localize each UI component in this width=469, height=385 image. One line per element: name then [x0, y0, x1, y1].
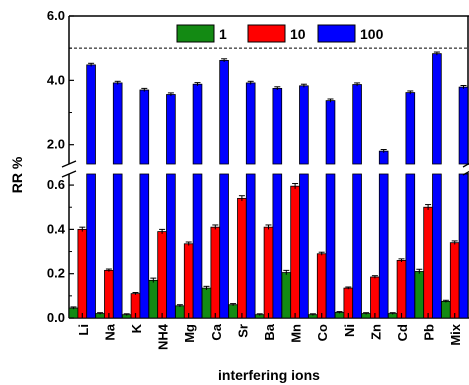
bar-10-Zn — [370, 276, 380, 319]
bar-10-Pb — [423, 206, 433, 319]
bar-100-Na — [112, 82, 123, 165]
x-tick-label-Pb: Pb — [422, 324, 437, 341]
bar-10-Ca — [210, 226, 221, 319]
x-tick-label-Na: Na — [102, 323, 117, 340]
bar-100-Ba — [272, 87, 283, 165]
y-tick-label-0.6: 0.6 — [47, 177, 65, 192]
bars-layer — [68, 47, 469, 319]
x-tick-label-Ca: Ca — [209, 323, 224, 340]
y-tick-label-0.2: 0.2 — [47, 266, 65, 281]
legend-swatch-1 — [176, 24, 215, 43]
legend-swatch-10 — [247, 24, 286, 43]
bar-10-NH4 — [157, 231, 167, 319]
bar-1-Mg — [175, 305, 185, 319]
bar-100-Sr — [245, 82, 256, 165]
bar-10-Mix — [449, 242, 460, 319]
x-tick-label-Li: Li — [76, 324, 91, 336]
axis-break — [0, 160, 469, 178]
break-mark-upper — [61, 160, 77, 168]
bar-100-Cd-lower — [405, 173, 416, 319]
bar-100-Sr-lower — [245, 173, 256, 319]
bar-100-Na-lower — [112, 173, 123, 319]
bar-100-Ca-lower — [219, 173, 229, 319]
bar-100-Mg-lower — [192, 173, 203, 319]
bar-100-Co — [325, 100, 336, 165]
break-gap — [0, 165, 469, 173]
bar-10-Co — [316, 253, 327, 319]
bar-100-K-lower — [139, 173, 150, 319]
bar-10-Li — [77, 228, 88, 319]
bar-1-Li — [68, 307, 79, 319]
bar-1-Mix — [441, 300, 451, 319]
y-tick-label-4.0: 4.0 — [47, 72, 65, 87]
bar-100-Li-lower — [86, 173, 96, 319]
bar-100-Ba-lower — [272, 173, 283, 319]
bar-100-Pb — [432, 53, 442, 165]
legend: 1 10 100 — [176, 24, 384, 43]
bar-1-Sr — [228, 304, 238, 319]
legend-label-1: 1 — [219, 26, 227, 42]
bar-100-Mix-lower — [458, 173, 469, 319]
bar-100-NH4 — [166, 94, 176, 165]
bar-100-K — [139, 89, 150, 165]
x-tick-label-Cd: Cd — [395, 324, 410, 341]
x-tick-label-Ba: Ba — [262, 323, 277, 340]
x-axis-title: interfering ions — [218, 367, 320, 383]
bar-100-Ni — [352, 84, 362, 165]
bar-10-Mg — [183, 243, 194, 319]
bar-100-Mix — [458, 86, 469, 165]
x-tick-label-Ni: Ni — [342, 324, 357, 337]
bar-10-Ba — [263, 226, 274, 319]
legend-label-10: 10 — [290, 26, 306, 42]
x-tick-label-Sr: Sr — [235, 324, 250, 338]
ticks-layer: Li Na K NH4 Mg Ca Sr Ba Mn Co Ni Zn Cd Pb Mix 0.0 0.2 0.4… — [47, 8, 463, 350]
bar-1-Ca — [201, 287, 212, 319]
x-tick-label-Co: Co — [315, 324, 330, 341]
x-tick-label-Mn: Mn — [289, 324, 304, 343]
y-tick-label-2.0: 2.0 — [47, 137, 65, 152]
legend-swatch-100 — [317, 24, 356, 43]
bar-1-NH4 — [148, 279, 159, 319]
x-tick-label-K: K — [129, 323, 144, 333]
y-tick-label-0.4: 0.4 — [47, 221, 66, 236]
y-axis-title: RR % — [9, 156, 25, 193]
legend-label-100: 100 — [360, 26, 384, 42]
bar-1-Mn — [281, 272, 292, 319]
x-tick-label-NH4: NH4 — [156, 323, 171, 350]
bar-10-Na — [104, 269, 114, 319]
bar-10-Mn — [290, 185, 300, 319]
bar-100-Zn-lower — [378, 173, 389, 319]
x-tick-label-Mix: Mix — [448, 323, 463, 345]
bar-10-Sr — [237, 197, 247, 319]
bar-100-Ca — [219, 60, 229, 165]
x-tick-label-Zn: Zn — [368, 324, 383, 340]
bar-10-Cd — [396, 259, 407, 319]
bar-1-Pb — [414, 271, 425, 319]
bar-100-Zn — [378, 150, 389, 165]
break-mark-lower — [61, 170, 77, 178]
bar-100-Mn — [299, 85, 309, 165]
bar-100-Ni-lower — [352, 173, 362, 319]
y-tick-label-0.0: 0.0 — [47, 310, 65, 325]
bar-100-Pb-lower — [432, 173, 442, 319]
bar-100-Cd — [405, 92, 416, 165]
bar-100-Mn-lower — [299, 173, 309, 319]
bar-100-NH4-lower — [166, 173, 176, 319]
bar-100-Li — [86, 64, 96, 165]
y-tick-label-6.0: 6.0 — [47, 8, 65, 23]
x-tick-label-Mg: Mg — [182, 324, 197, 343]
bar-100-Co-lower — [325, 173, 336, 319]
bar-100-Mg — [192, 83, 203, 165]
